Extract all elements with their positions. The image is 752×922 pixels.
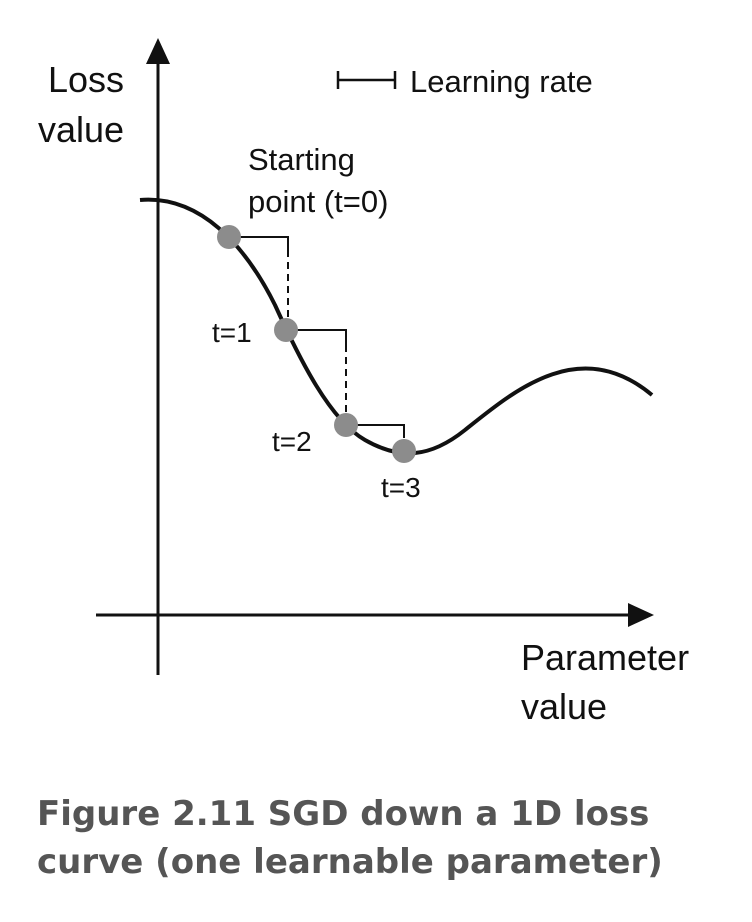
x-axis-arrowhead	[628, 603, 654, 627]
point-t0-label-line1: Starting	[248, 142, 355, 177]
y-axis-label: Loss value	[38, 59, 134, 150]
y-axis-label-line1: Loss	[48, 59, 124, 100]
point-t0-label-line2: point (t=0)	[248, 184, 388, 219]
point-t2-label: t=2	[272, 426, 312, 457]
point-t3-label: t=3	[381, 472, 421, 503]
legend: Learning rate	[336, 64, 593, 99]
point-t2	[334, 413, 358, 437]
y-axis	[146, 38, 170, 675]
y-axis-arrowhead	[146, 38, 170, 64]
learning-rate-steps	[229, 236, 405, 438]
point-t1	[274, 318, 298, 342]
sgd-diagram: Loss value Parameter value Learning rate	[38, 38, 699, 727]
point-t1-label: t=1	[212, 317, 252, 348]
figure-caption: Figure 2.11 SGD down a 1D loss curve (on…	[37, 790, 737, 886]
step-1-to-2	[286, 329, 347, 424]
loss-curve	[139, 197, 654, 456]
y-axis-label-line2: value	[38, 109, 124, 150]
sgd-points	[217, 225, 416, 463]
figure-caption-line2: curve (one learnable parameter)	[37, 842, 663, 882]
legend-label: Learning rate	[410, 64, 593, 99]
point-t3	[392, 439, 416, 463]
x-axis	[96, 603, 654, 627]
learning-rate-scale-icon	[336, 71, 397, 89]
figure-caption-line1: Figure 2.11 SGD down a 1D loss	[37, 794, 650, 834]
x-axis-label-line2: value	[521, 686, 607, 727]
step-2-to-3	[346, 424, 405, 438]
point-t0	[217, 225, 241, 249]
step-0-to-1	[229, 236, 289, 328]
x-axis-label: Parameter value	[521, 637, 699, 727]
x-axis-label-line1: Parameter	[521, 637, 689, 678]
point-t0-label: Starting point (t=0)	[248, 142, 388, 219]
